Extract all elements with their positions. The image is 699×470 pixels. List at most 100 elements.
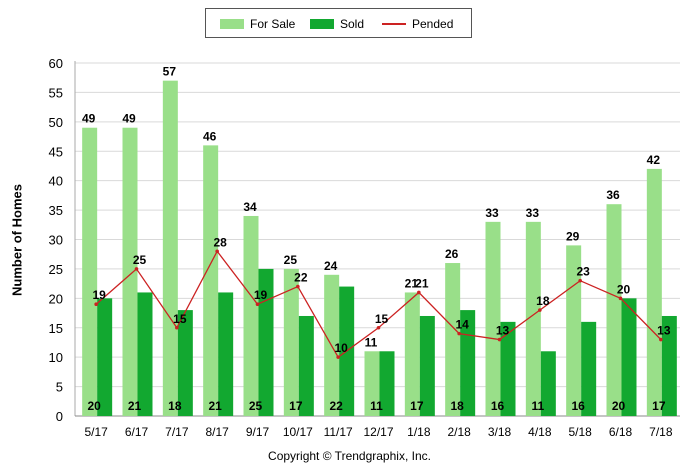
sold-value-label: 11	[370, 399, 383, 413]
data-labels: 49 20 49 21 57 18 46 21 34 25 25 17 24 22 11 11 21 17 26 18…	[82, 65, 671, 413]
for-sale-bar	[364, 351, 380, 416]
y-tick-label: 60	[49, 56, 63, 71]
x-tick-label: 3/18	[488, 425, 512, 439]
pended-value-label: 15	[375, 312, 389, 326]
for-sale-bar	[162, 80, 178, 417]
for-sale-value-label: 49	[82, 112, 96, 126]
bars	[82, 80, 677, 417]
pended-point	[538, 308, 542, 312]
sold-value-label: 18	[168, 399, 182, 413]
sold-bar	[661, 315, 677, 416]
pended-point	[215, 249, 219, 254]
pended-point	[94, 302, 98, 307]
for-sale-value-label: 26	[445, 247, 459, 261]
x-tick-label: 6/17	[125, 425, 149, 439]
y-axis-ticks: 0 5 10 15 20 25 30 35 40 45 50 55 60	[49, 56, 63, 424]
for-sale-value-label: 33	[485, 206, 499, 220]
for-sale-value-label: 49	[122, 112, 136, 126]
legend-label-for-sale: For Sale	[250, 17, 296, 31]
for-sale-value-label: 42	[647, 153, 661, 167]
pended-value-label: 20	[617, 282, 631, 296]
sold-bar	[460, 310, 476, 416]
y-tick-label: 35	[49, 203, 63, 218]
for-sale-value-label: 46	[203, 129, 217, 143]
x-tick-label: 10/17	[283, 425, 313, 439]
y-tick-label: 30	[49, 233, 63, 248]
y-tick-label: 55	[49, 85, 63, 100]
legend-item-for-sale: For Sale	[220, 17, 295, 31]
x-tick-label: 1/18	[407, 425, 431, 439]
legend-label-sold: Sold	[340, 17, 365, 31]
sold-value-label: 16	[491, 399, 505, 413]
y-tick-label: 45	[49, 144, 63, 159]
pended-point	[578, 278, 582, 283]
pended-value-label: 28	[213, 235, 227, 249]
sold-value-label: 20	[612, 399, 626, 413]
pended-point	[296, 284, 300, 289]
pended-value-label: 19	[92, 288, 106, 302]
sold-bar	[97, 298, 113, 416]
sold-value-label: 17	[652, 399, 666, 413]
pended-point	[175, 325, 179, 330]
legend-item-sold: Sold	[310, 17, 364, 31]
for-sale-value-label: 36	[606, 188, 620, 202]
pended-value-label: 23	[576, 265, 590, 279]
pended-value-label: 13	[657, 324, 671, 338]
legend-item-pended: Pended	[382, 17, 453, 31]
sold-value-label: 17	[410, 399, 424, 413]
pended-value-label: 19	[254, 288, 268, 302]
y-tick-label: 40	[49, 174, 63, 189]
sold-value-label: 21	[128, 399, 142, 413]
sold-bar	[379, 351, 395, 416]
x-axis-ticks: 5/17 6/17 7/17 8/17 9/17 10/17 11/17 12/17 1/18 2…	[84, 425, 672, 439]
sold-bar	[581, 321, 597, 416]
for-sale-bar	[606, 204, 622, 416]
sold-value-label: 22	[329, 399, 343, 413]
sold-value-label: 17	[289, 399, 303, 413]
pended-point	[376, 325, 381, 330]
for-sale-bar	[243, 215, 259, 416]
pended-value-label: 18	[536, 294, 550, 308]
pended-value-label: 15	[173, 312, 187, 326]
for-sale-value-label: 25	[284, 253, 298, 267]
sold-value-label: 21	[208, 399, 222, 413]
y-tick-label: 50	[49, 115, 63, 130]
sold-bar	[298, 315, 314, 416]
pended-point	[497, 337, 502, 342]
x-tick-label: 5/17	[84, 425, 108, 439]
legend: For Sale Sold Pended	[205, 8, 472, 38]
sold-bar	[258, 268, 274, 416]
sold-swatch	[310, 19, 334, 29]
for-sale-swatch	[220, 19, 244, 29]
for-sale-value-label: 57	[163, 65, 177, 79]
sold-bar	[540, 351, 556, 416]
x-tick-label: 5/18	[568, 425, 592, 439]
pended-point	[659, 337, 663, 342]
for-sale-bar	[646, 168, 662, 416]
for-sale-value-label: 34	[243, 200, 257, 214]
y-tick-label: 10	[49, 350, 63, 365]
copyright-text: Copyright © Trendgraphix, Inc.	[268, 449, 431, 463]
pended-value-label: 10	[334, 341, 348, 355]
for-sale-value-label: 33	[526, 206, 540, 220]
sold-value-label: 16	[571, 399, 585, 413]
sold-value-label: 20	[87, 399, 101, 413]
for-sale-bar	[122, 127, 138, 416]
for-sale-bar	[485, 221, 501, 416]
x-tick-label: 9/17	[246, 425, 270, 439]
for-sale-bar	[82, 127, 98, 416]
sold-bar	[177, 310, 193, 416]
y-tick-label: 15	[49, 321, 63, 336]
for-sale-bar	[404, 292, 420, 416]
for-sale-bar	[525, 221, 541, 416]
x-tick-label: 11/17	[324, 425, 353, 439]
sold-bar	[218, 292, 234, 416]
pended-point	[618, 296, 623, 301]
pended-point	[255, 302, 260, 307]
sold-bar	[137, 292, 153, 416]
pended-swatch	[382, 23, 406, 25]
x-tick-label: 8/17	[205, 425, 229, 439]
y-tick-label: 20	[49, 291, 63, 306]
y-tick-label: 0	[56, 409, 63, 424]
